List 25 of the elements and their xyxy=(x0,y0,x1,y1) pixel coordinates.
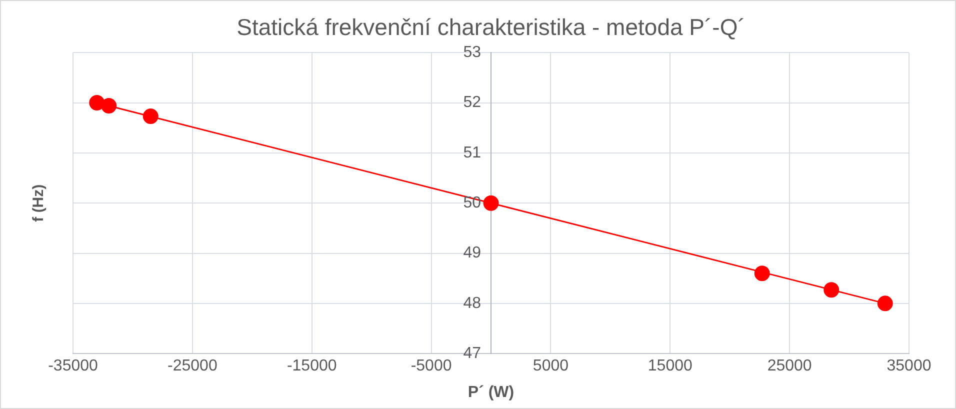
x-tick-label: -5000 xyxy=(410,358,452,375)
x-tick-label: 15000 xyxy=(648,358,692,375)
y-tick-label: 50 xyxy=(463,194,482,212)
point xyxy=(89,95,105,111)
x-tick-label: -35000 xyxy=(48,358,98,375)
x-tick-label: 25000 xyxy=(767,358,812,375)
x-tick-label: 35000 xyxy=(886,358,932,375)
y-tick-label: 53 xyxy=(463,44,482,62)
y-tick-label: 49 xyxy=(463,244,482,262)
y-tick-label: 48 xyxy=(463,294,482,312)
y-axis-title: f (Hz) xyxy=(30,184,48,222)
y-tick-label: 51 xyxy=(463,144,482,162)
x-tick-label: -25000 xyxy=(168,358,218,375)
point xyxy=(101,98,117,114)
y-tick-label: 52 xyxy=(463,94,482,112)
y-tick-label: 47 xyxy=(463,345,482,362)
x-tick-label: 5000 xyxy=(532,358,569,375)
x-tick-label: -15000 xyxy=(286,358,337,375)
point xyxy=(754,266,770,282)
point xyxy=(483,195,499,211)
point xyxy=(142,108,158,124)
chart-title: Statická frekvenční charakteristika - metoda P´-Q´ xyxy=(236,14,746,40)
x-axis-title: P´ (W) xyxy=(468,384,514,401)
point xyxy=(824,282,840,298)
point xyxy=(877,296,893,312)
